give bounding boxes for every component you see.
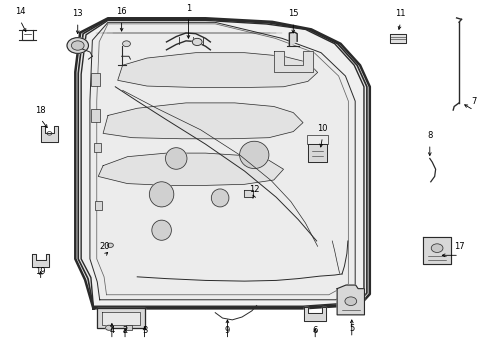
Polygon shape	[118, 53, 317, 87]
Polygon shape	[41, 126, 58, 142]
Circle shape	[105, 325, 112, 330]
Circle shape	[122, 41, 130, 46]
Ellipse shape	[152, 220, 171, 240]
Text: 10: 10	[317, 124, 327, 133]
Bar	[94, 201, 102, 210]
Polygon shape	[32, 254, 49, 267]
Text: 16: 16	[116, 7, 127, 16]
Bar	[306, 135, 328, 144]
Ellipse shape	[211, 189, 228, 207]
Text: 9: 9	[224, 326, 229, 335]
Polygon shape	[289, 32, 297, 46]
Bar	[93, 143, 101, 152]
Text: 6: 6	[312, 326, 317, 335]
Polygon shape	[98, 153, 283, 185]
Polygon shape	[307, 144, 327, 162]
Polygon shape	[336, 285, 364, 315]
Ellipse shape	[165, 148, 186, 169]
Text: 13: 13	[72, 9, 83, 18]
Polygon shape	[423, 237, 450, 264]
Ellipse shape	[149, 182, 173, 207]
Text: 7: 7	[470, 97, 475, 106]
Polygon shape	[102, 312, 140, 324]
Text: 5: 5	[348, 324, 354, 333]
Text: 1: 1	[185, 4, 191, 13]
Bar	[91, 109, 100, 122]
Polygon shape	[90, 22, 354, 300]
Polygon shape	[273, 51, 312, 72]
Text: 15: 15	[287, 9, 298, 18]
Circle shape	[344, 297, 356, 306]
Bar	[125, 325, 132, 330]
Text: 2: 2	[122, 326, 127, 335]
Text: 18: 18	[35, 106, 46, 115]
Circle shape	[71, 41, 84, 50]
Circle shape	[192, 39, 202, 45]
Text: 11: 11	[394, 9, 405, 18]
Text: 17: 17	[453, 242, 464, 251]
Circle shape	[107, 243, 113, 247]
Text: 14: 14	[15, 7, 25, 16]
Polygon shape	[389, 34, 405, 43]
Text: 4: 4	[109, 326, 114, 335]
Polygon shape	[78, 19, 366, 307]
Polygon shape	[97, 308, 145, 328]
Bar	[91, 73, 100, 86]
Polygon shape	[304, 307, 325, 321]
Polygon shape	[103, 103, 303, 139]
Text: 19: 19	[35, 267, 46, 276]
Polygon shape	[75, 18, 369, 309]
Circle shape	[67, 38, 88, 53]
Text: 3: 3	[142, 326, 147, 335]
Polygon shape	[243, 190, 253, 197]
Ellipse shape	[239, 141, 268, 168]
Text: 20: 20	[99, 242, 110, 251]
Polygon shape	[81, 21, 363, 306]
Text: 12: 12	[248, 185, 259, 194]
Text: 8: 8	[426, 131, 431, 140]
Circle shape	[430, 244, 442, 252]
